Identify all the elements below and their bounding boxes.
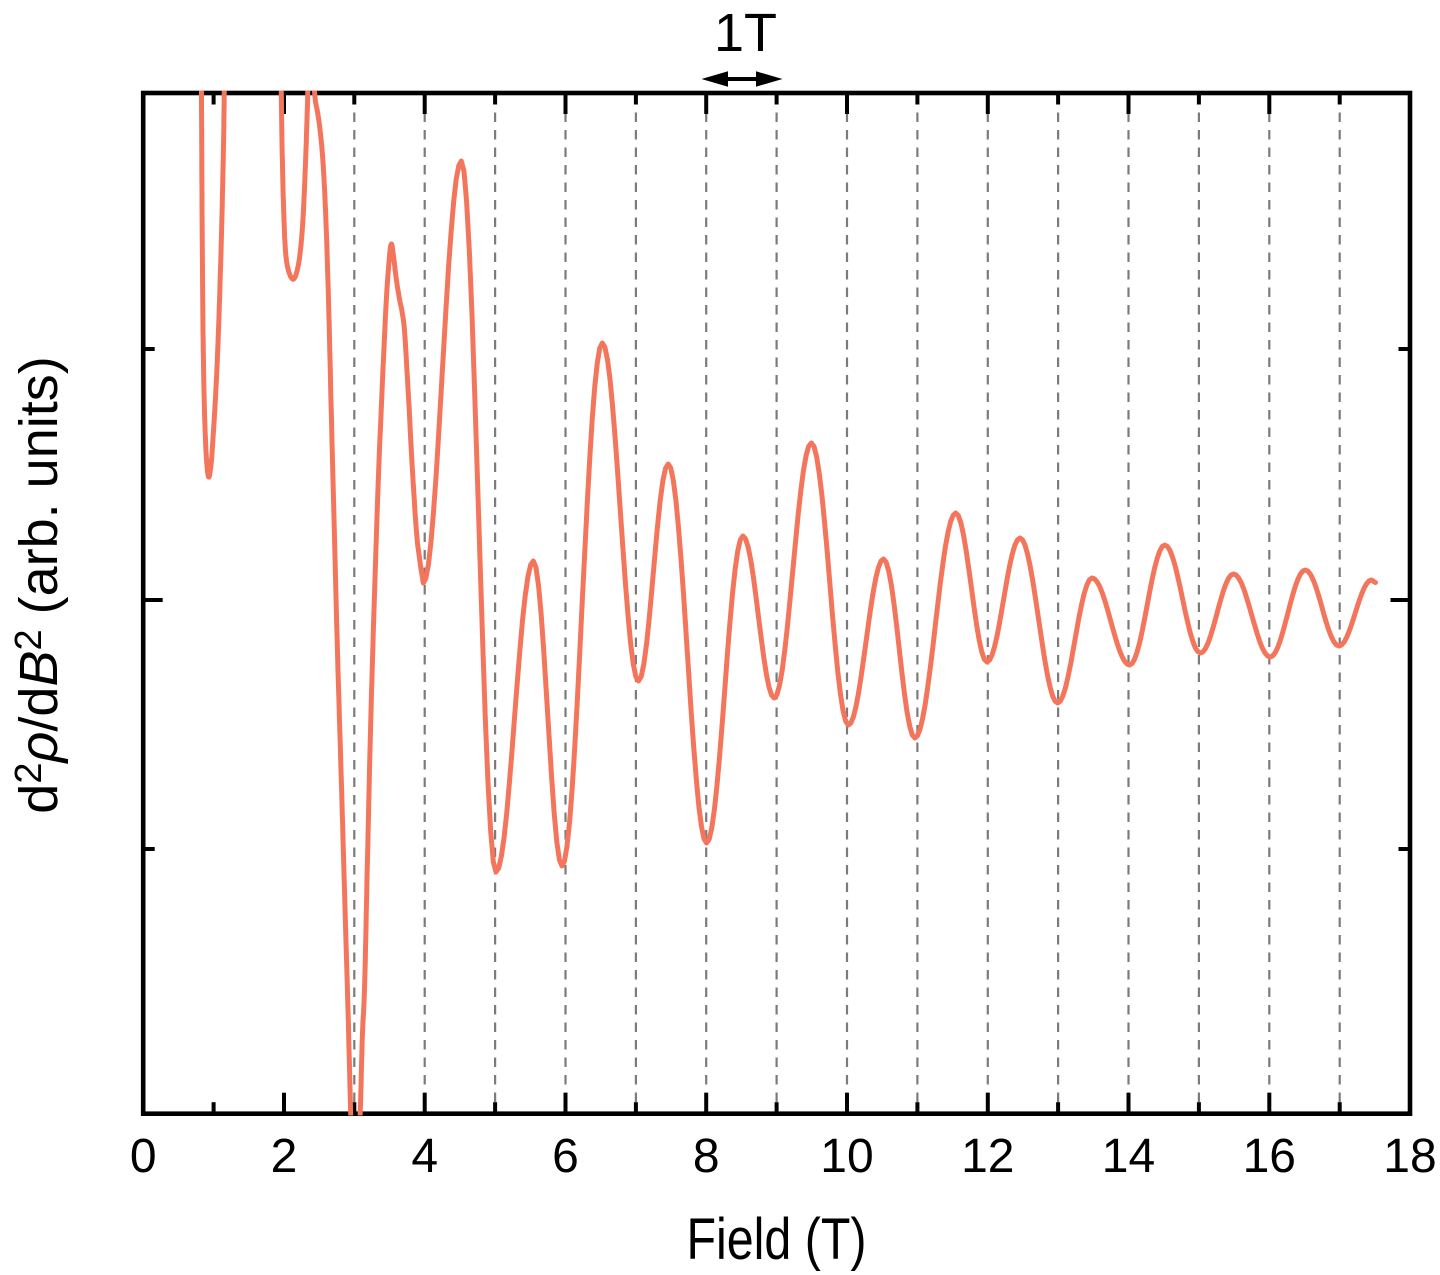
svg-text:18: 18 <box>1383 1130 1436 1183</box>
svg-text:8: 8 <box>693 1130 720 1183</box>
svg-text:4: 4 <box>411 1130 438 1183</box>
svg-text:14: 14 <box>1102 1130 1155 1183</box>
svg-text:2: 2 <box>271 1130 298 1183</box>
svg-text:10: 10 <box>820 1130 873 1183</box>
svg-text:0: 0 <box>130 1130 157 1183</box>
svg-text:d2ρ/dB2 (arb. units): d2ρ/dB2 (arb. units) <box>8 356 69 813</box>
svg-text:Field (T): Field (T) <box>687 1207 867 1272</box>
svg-text:16: 16 <box>1243 1130 1296 1183</box>
svg-text:6: 6 <box>552 1130 579 1183</box>
svg-text:1T: 1T <box>714 3 777 63</box>
svg-text:12: 12 <box>961 1130 1014 1183</box>
